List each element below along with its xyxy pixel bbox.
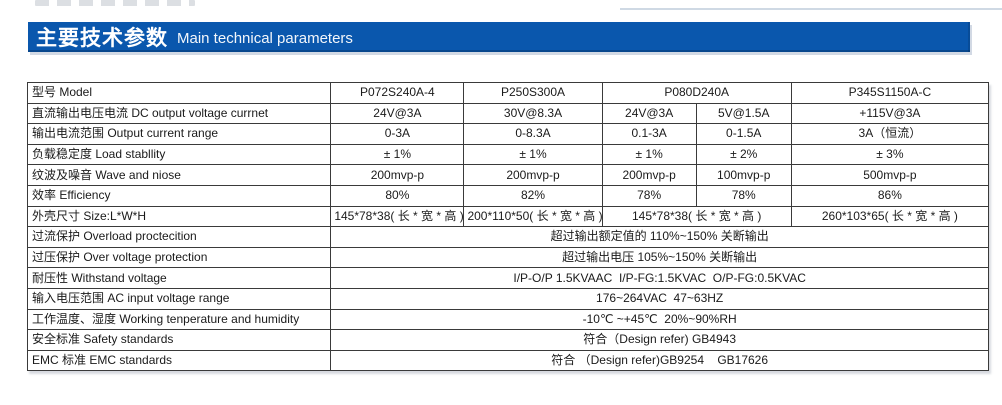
row-label-cell: 型号 Model	[26, 82, 332, 104]
value-cell: 260*103*65( 长 * 宽 * 高 )	[790, 205, 990, 228]
page-title-en: Main technical parameters	[177, 29, 353, 47]
value-cell: 82%	[463, 184, 603, 207]
value-cell: 0-3A	[330, 123, 465, 145]
value-cell: P250S300A	[463, 82, 603, 104]
value-cell: 145*78*38( 长 * 宽 * 高 )	[601, 205, 792, 228]
technical-parameters-table: 型号 Model P072S240A-4 P250S300A P080D240A…	[26, 82, 990, 372]
value-cell: P345S1150A-C	[790, 82, 990, 104]
cropped-divider-line	[620, 8, 1002, 10]
table-row-emc-standards: EMC 标准 EMC standards 符合 （Design refer)GB…	[26, 349, 989, 372]
table-row-overvoltage-protection: 过压保护 Over voltage protection 超过输出电压 105%…	[26, 246, 989, 269]
value-cell: 78%	[695, 184, 792, 207]
table-row-load-stability: 负载稳定度 Load stabllity ± 1% ± 1% ± 1% ± 2%…	[26, 143, 990, 166]
value-cell: ± 1%	[463, 143, 603, 166]
value-cell: +115V@3A	[790, 102, 990, 125]
value-cell: 24V@3A	[330, 102, 465, 125]
value-cell: 145*78*38( 长 * 宽 * 高 )	[330, 205, 465, 228]
row-label-cell: 耐压性 Withstand voltage	[26, 267, 332, 289]
row-label-cell: 过压保护 Over voltage protection	[26, 246, 332, 269]
row-label-cell: 负载稳定度 Load stabllity	[26, 143, 332, 166]
table-row-working-temp-humidity: 工作温度、湿度 Working tenperature and humidity…	[26, 308, 989, 331]
value-cell: P080D240A	[601, 82, 792, 104]
value-cell: 5V@1.5A	[695, 102, 792, 125]
cropped-text-fragment	[35, 0, 195, 6]
value-cell: 24V@3A	[601, 102, 697, 125]
value-cell: 符合 （Design refer)GB9254 GB17626	[330, 349, 989, 372]
value-cell: 超过输出额定值的 110%~150% 关断输出	[330, 226, 989, 248]
table-row-safety-standards: 安全标准 Safety standards 符合（Design refer) G…	[26, 329, 989, 351]
value-cell: 3A（恒流）	[790, 123, 990, 145]
table-row-ripple-noise: 纹波及噪音 Wave and niose 200mvp-p 200mvp-p 2…	[26, 164, 990, 186]
value-cell: ± 1%	[601, 143, 697, 166]
table-row-dc-output: 直流输出电压电流 DC output voltage currnet 24V@3…	[26, 102, 990, 125]
table-row-overload-protection: 过流保护 Overload proctecition 超过输出额定值的 110%…	[26, 226, 989, 248]
value-cell: ± 3%	[790, 143, 990, 166]
value-cell: 200mvp-p	[463, 164, 603, 186]
value-cell: P072S240A-4	[330, 82, 465, 104]
value-cell: 超过输出电压 105%~150% 关断输出	[330, 246, 989, 269]
row-label-cell: EMC 标准 EMC standards	[26, 349, 332, 372]
value-cell: 78%	[601, 184, 697, 207]
value-cell: 0.1-3A	[601, 123, 697, 145]
value-cell: 176~264VAC 47~63HZ	[330, 287, 989, 310]
table-row-size: 外壳尺寸 Size:L*W*H 145*78*38( 长 * 宽 * 高 ) 2…	[26, 205, 990, 228]
section-header-banner: 主要技术参数 Main technical parameters	[28, 22, 970, 52]
row-label-cell: 输出电流范围 Output current range	[26, 123, 332, 145]
table-row-output-current-range: 输出电流范围 Output current range 0-3A 0-8.3A …	[26, 123, 990, 145]
value-cell: 86%	[790, 184, 990, 207]
value-cell: 100mvp-p	[695, 164, 792, 186]
row-label-cell: 纹波及噪音 Wave and niose	[26, 164, 332, 186]
value-cell: I/P-O/P 1.5KVAAC I/P-FG:1.5KVAC O/P-FG:0…	[330, 267, 989, 289]
value-cell: 0-8.3A	[463, 123, 603, 145]
table-row-efficiency: 效率 Efficiency 80% 82% 78% 78% 86%	[26, 184, 990, 207]
row-label-cell: 安全标准 Safety standards	[26, 329, 332, 351]
value-cell: 30V@8.3A	[463, 102, 603, 125]
value-cell: -10℃ ~+45℃ 20%~90%RH	[330, 308, 989, 331]
value-cell: 200mvp-p	[601, 164, 697, 186]
table-row-model: 型号 Model P072S240A-4 P250S300A P080D240A…	[26, 82, 990, 104]
value-cell: 500mvp-p	[790, 164, 990, 186]
value-cell: 80%	[330, 184, 465, 207]
value-cell: ± 1%	[330, 143, 465, 166]
table-row-ac-input-range: 输入电压范围 AC input voltage range 176~264VAC…	[26, 287, 989, 310]
value-cell: ± 2%	[695, 143, 792, 166]
value-cell: 200*110*50( 长 * 宽 * 高 )	[463, 205, 603, 228]
row-label-cell: 工作温度、湿度 Working tenperature and humidity	[26, 308, 332, 331]
row-label-cell: 效率 Efficiency	[26, 184, 332, 207]
row-label-cell: 外壳尺寸 Size:L*W*H	[26, 205, 332, 228]
row-label-cell: 过流保护 Overload proctecition	[26, 226, 332, 248]
table-row-withstand-voltage: 耐压性 Withstand voltage I/P-O/P 1.5KVAAC I…	[26, 267, 989, 289]
page-title-zh: 主要技术参数	[36, 27, 168, 50]
row-label-cell: 直流输出电压电流 DC output voltage currnet	[26, 102, 332, 125]
value-cell: 0-1.5A	[695, 123, 792, 145]
value-cell: 符合（Design refer) GB4943	[330, 329, 989, 351]
row-label-cell: 输入电压范围 AC input voltage range	[26, 287, 332, 310]
value-cell: 200mvp-p	[330, 164, 465, 186]
